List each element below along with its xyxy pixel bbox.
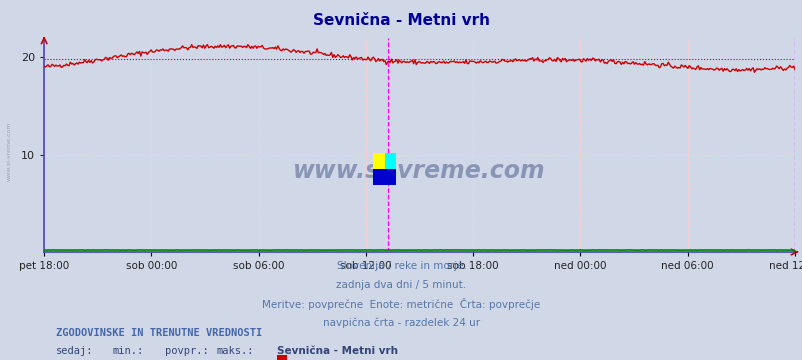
Text: Sevnična - Metni vrh: Sevnična - Metni vrh [313, 13, 489, 28]
Text: zadnja dva dni / 5 minut.: zadnja dva dni / 5 minut. [336, 280, 466, 290]
Bar [373, 153, 384, 169]
Bar [384, 153, 395, 169]
Text: ZGODOVINSKE IN TRENUTNE VREDNOSTI: ZGODOVINSKE IN TRENUTNE VREDNOSTI [56, 328, 262, 338]
Text: www.si-vreme.com: www.si-vreme.com [293, 159, 545, 183]
Text: navpična črta - razdelek 24 ur: navpična črta - razdelek 24 ur [322, 317, 480, 328]
Text: Sevnična - Metni vrh: Sevnična - Metni vrh [277, 346, 398, 356]
Text: maks.:: maks.: [217, 346, 254, 356]
Bar [373, 169, 395, 185]
Text: Slovenija / reke in morje.: Slovenija / reke in morje. [336, 261, 466, 271]
Text: povpr.:: povpr.: [164, 346, 208, 356]
Text: Meritve: povprečne  Enote: metrične  Črta: povprečje: Meritve: povprečne Enote: metrične Črta:… [262, 298, 540, 310]
Text: min.:: min.: [112, 346, 144, 356]
Text: sedaj:: sedaj: [56, 346, 94, 356]
Text: www.si-vreme.com: www.si-vreme.com [6, 121, 11, 181]
